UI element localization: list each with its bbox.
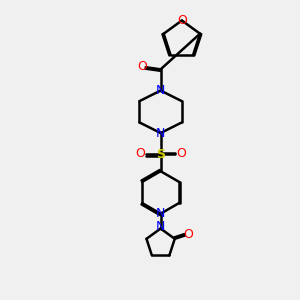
Text: O: O: [177, 14, 187, 27]
Text: N: N: [156, 207, 165, 220]
Text: O: O: [136, 147, 146, 160]
Text: O: O: [183, 228, 193, 241]
Text: O: O: [137, 60, 147, 73]
Text: O: O: [176, 147, 186, 160]
Text: N: N: [156, 84, 165, 97]
Text: N: N: [156, 127, 165, 140]
Text: S: S: [156, 148, 165, 161]
Text: N: N: [156, 220, 165, 233]
